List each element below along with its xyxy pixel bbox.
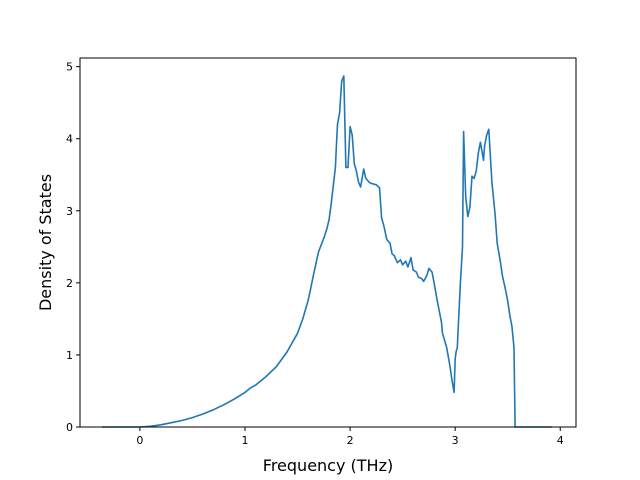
plot-frame (79, 57, 577, 428)
y-tick-label: 3 (66, 205, 73, 218)
y-tick-label: 5 (66, 61, 73, 74)
x-ticks: 0 1 2 3 4 (136, 427, 564, 447)
y-tick-label: 2 (66, 277, 73, 290)
dos-series-line (102, 75, 552, 428)
x-axis-label: Frequency (THz) (263, 456, 393, 475)
x-tick-label: 3 (452, 434, 459, 447)
y-tick-label: 0 (66, 421, 73, 434)
y-tick-label: 1 (66, 349, 73, 362)
plot-background (80, 58, 576, 427)
y-axis-label: Density of States (36, 174, 55, 311)
y-tick-label: 4 (66, 133, 73, 146)
x-tick-label: 1 (241, 434, 248, 447)
y-ticks: 0 1 2 3 4 5 (66, 61, 80, 434)
x-tick-label: 4 (557, 434, 564, 447)
x-tick-label: 0 (136, 434, 143, 447)
x-tick-label: 2 (347, 434, 354, 447)
